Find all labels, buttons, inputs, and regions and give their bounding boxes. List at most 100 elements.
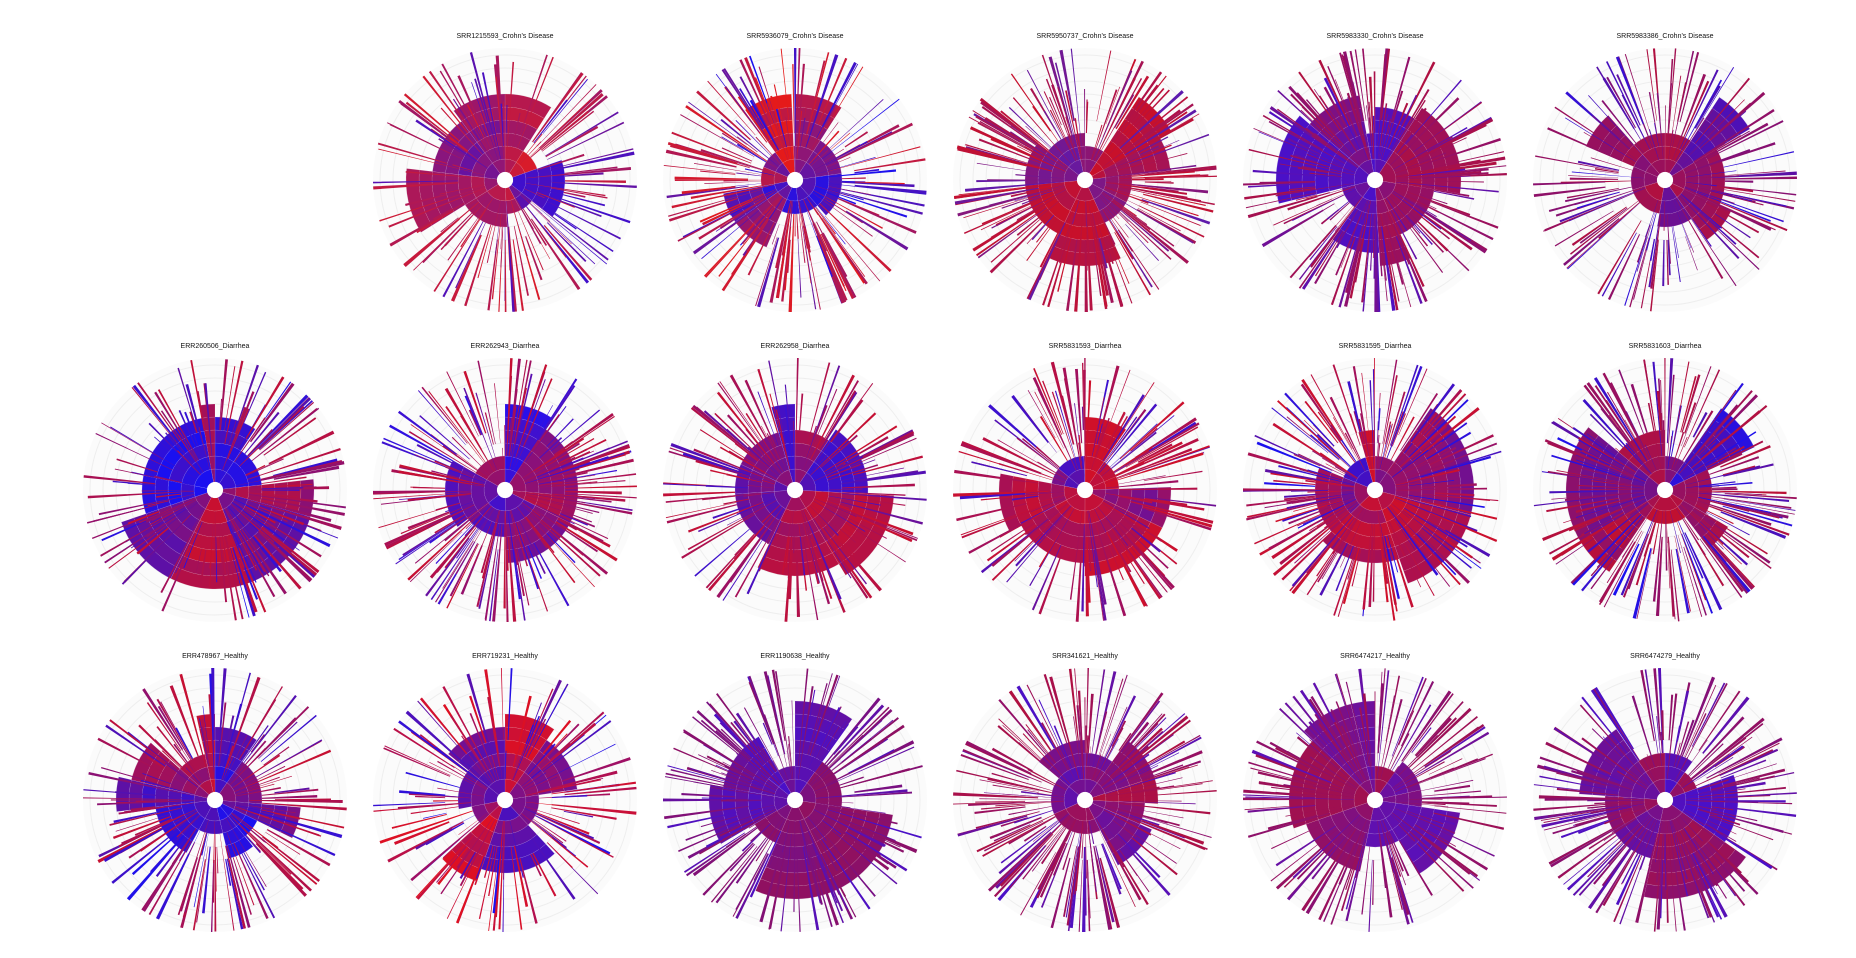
- sunburst-spike: [1700, 438, 1726, 460]
- sunburst-spike: [1380, 423, 1393, 470]
- sunburst-spike: [440, 214, 474, 251]
- sunburst-spike: [1287, 137, 1322, 155]
- sunburst-spike: [1723, 768, 1786, 787]
- sunburst-spike: [271, 819, 322, 837]
- sunburst-spike: [819, 706, 890, 777]
- sunburst-spike: [523, 688, 554, 757]
- sunburst-spike: [230, 547, 250, 618]
- sunburst-spike: [143, 839, 191, 912]
- sunburst-spike: [1655, 820, 1662, 863]
- sunburst-spike: [1022, 438, 1059, 469]
- sunburst-spike: [1379, 425, 1391, 470]
- sunburst-spike: [744, 379, 777, 448]
- sunburst-spike: [520, 194, 572, 245]
- sunburst-spike: [785, 117, 793, 160]
- sunburst-spike: [692, 812, 779, 877]
- sunburst-spike: [532, 72, 582, 142]
- sunburst-spike: [1569, 177, 1619, 180]
- sunburst-spike: [1385, 817, 1399, 837]
- sunburst-spike: [492, 523, 503, 622]
- sunburst-spike: [551, 473, 637, 485]
- sunburst-spike: [548, 196, 602, 218]
- sunburst-spike: [721, 132, 778, 169]
- sunburst-spike: [979, 97, 1039, 144]
- sunburst-spike: [787, 743, 792, 767]
- sunburst-spike: [781, 213, 790, 256]
- sunburst-spike: [1720, 511, 1787, 539]
- sunburst-spike: [1421, 156, 1506, 173]
- sunburst-spike: [1679, 195, 1740, 259]
- sunburst-spike: [1024, 146, 1045, 158]
- sunburst-spike: [1116, 540, 1145, 585]
- sunburst-spike: [960, 501, 1054, 536]
- sunburst-spike: [833, 725, 859, 755]
- sunburst-title: ERR719231_Healthy: [472, 653, 538, 660]
- sunburst-spike: [555, 521, 618, 562]
- sunburst-spike: [198, 426, 210, 470]
- sunburst-spike: [800, 820, 823, 905]
- sunburst-spike: [1362, 523, 1373, 610]
- sunburst-spike: [1382, 819, 1404, 872]
- sunburst-spike: [1649, 238, 1656, 261]
- sunburst-segment: [245, 802, 263, 822]
- sunburst-spike: [1679, 815, 1703, 842]
- sunburst-spike: [972, 211, 1035, 252]
- sunburst-spike: [820, 528, 869, 599]
- sunburst-spike: [717, 382, 761, 442]
- sunburst-spike: [1098, 238, 1108, 269]
- sunburst-spike: [1099, 830, 1136, 908]
- sunburst-spike: [1421, 801, 1470, 805]
- sunburst-spike: [1680, 193, 1723, 229]
- sunburst-spike: [1706, 511, 1750, 536]
- sunburst-spike: [542, 719, 572, 755]
- sunburst-spike: [1296, 92, 1344, 146]
- sunburst-spike: [419, 697, 468, 755]
- sunburst-spike: [995, 814, 1071, 889]
- sunburst-spike: [825, 726, 840, 749]
- sunburst-spike: [1672, 436, 1688, 471]
- sunburst-spike: [828, 183, 927, 195]
- sunburst-spike: [1108, 416, 1129, 450]
- sunburst-spike: [980, 101, 1038, 145]
- sunburst-spike: [408, 430, 488, 480]
- sunburst-spike: [484, 523, 501, 621]
- sunburst-spike: [474, 78, 489, 123]
- sunburst-spike: [241, 853, 276, 919]
- sunburst-spike: [410, 806, 459, 815]
- sunburst-spike: [1675, 719, 1695, 769]
- sunburst-spike: [400, 507, 462, 535]
- sunburst-spike: [968, 116, 1033, 152]
- sunburst-spike: [1078, 442, 1083, 470]
- sunburst-spike: [1092, 213, 1114, 304]
- sunburst-spike: [558, 448, 588, 464]
- sunburst-spike: [1349, 200, 1371, 299]
- sunburst-spike: [828, 807, 898, 825]
- sunburst-spike: [231, 503, 287, 549]
- background-ring: [102, 377, 328, 603]
- sunburst-spike: [1295, 818, 1319, 827]
- sunburst-spike: [227, 408, 250, 459]
- sunburst-spike: [261, 489, 300, 491]
- sunburst-spike: [110, 426, 198, 480]
- sunburst-spike: [535, 815, 611, 855]
- sunburst-spike: [157, 389, 199, 461]
- sunburst-spike: [798, 668, 809, 767]
- sunburst-spike: [1595, 850, 1635, 914]
- sunburst-spike: [814, 517, 873, 599]
- sunburst-spike: [747, 446, 771, 468]
- sunburst-spike: [1062, 819, 1079, 870]
- sunburst-spike: [1106, 531, 1148, 607]
- sunburst-spike: [1683, 130, 1750, 170]
- sunburst-spike: [1362, 239, 1370, 312]
- sunburst-spike: [1315, 492, 1342, 495]
- sunburst-spike: [1020, 505, 1055, 524]
- sunburst-spike: [1698, 496, 1771, 513]
- sunburst-spike: [1666, 820, 1673, 876]
- sunburst-spike: [820, 233, 855, 300]
- sunburst-spike: [755, 237, 778, 307]
- center-hole: [787, 792, 803, 808]
- sunburst-spike: [475, 856, 486, 879]
- sunburst-spike: [1100, 730, 1164, 787]
- sunburst-spike: [1393, 126, 1468, 170]
- sunburst-spike: [1676, 117, 1705, 163]
